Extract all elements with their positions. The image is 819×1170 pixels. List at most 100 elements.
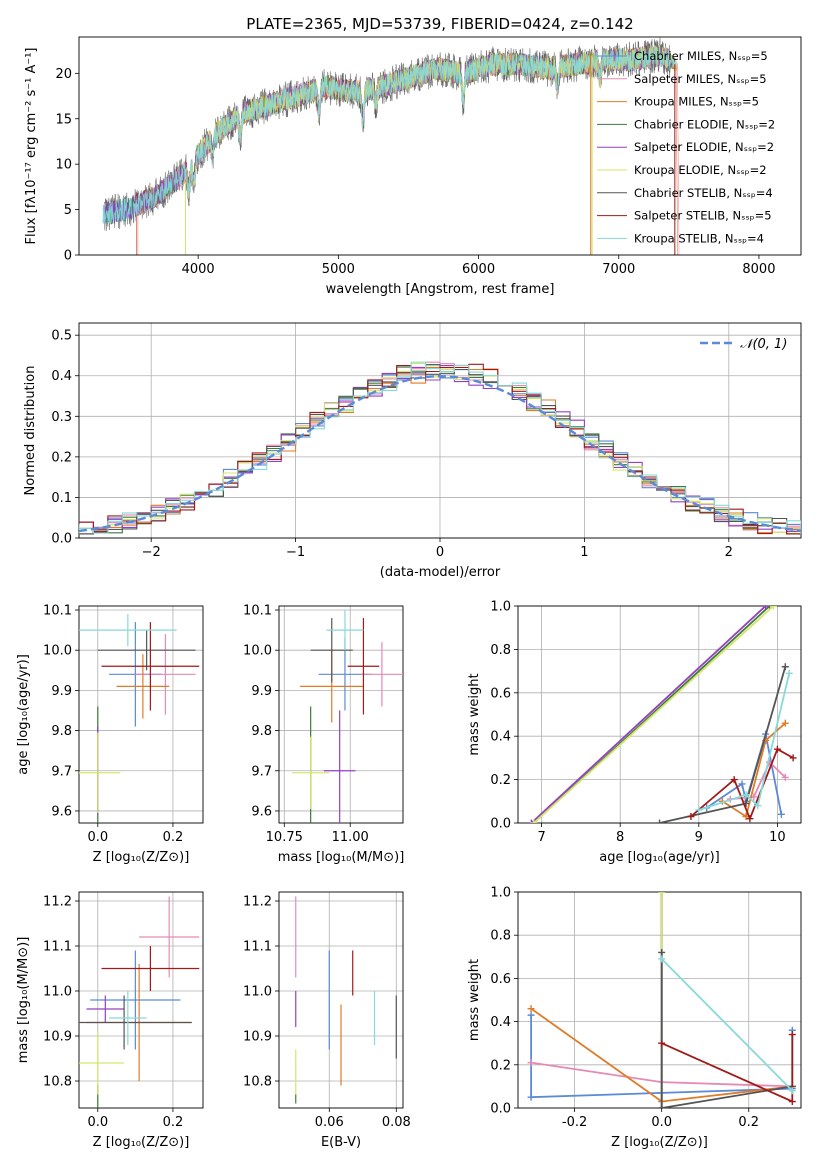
x-tick-label: 0.0 [87,1115,108,1130]
y-tick-label: 11.1 [243,940,272,955]
spectrum-series-line [102,44,677,226]
x-tick-label: 0.2 [738,1115,759,1130]
weight-point-marker [658,948,666,956]
y-tick-label: 15 [55,112,72,127]
weight-point-marker [788,1087,796,1095]
y-axis-label: mass [log₁₀(M/M⊙)] [16,937,31,1064]
mass-vs-metallicity-panel: 0.0 0.2 10.8 10.9 11.0 11.1 11.2 Z [log₁₀(Z/Z⊙)… [16,891,204,1150]
weight-lines [527,892,796,1108]
x-tick-label: 9 [695,830,703,845]
y-tick-label: 9.9 [51,684,72,699]
x-axis-label: E(B-V) [321,1135,361,1150]
weight-point-marker [742,791,750,799]
legend-label: Salpeter ELODIE, Nₛₛₚ=2 [634,140,774,154]
y-tick-label: 0.4 [490,730,511,745]
x-axis-label: age [log₁₀(age/yr)] [599,850,720,865]
normal-curve-line [79,374,801,533]
y-tick-label: 10.9 [43,1030,72,1045]
y-tick-label: 0.1 [51,491,72,506]
weight-point-marker [769,606,777,610]
legend-label: Kroupa STELIB, Nₛₛₚ=4 [634,231,764,245]
spectrum-lines [102,37,680,255]
weight-point-marker [789,754,797,762]
weight-point-marker [781,663,789,671]
weight-point-marker [530,819,538,823]
weight-point-marker [658,955,666,963]
weight-lines [527,606,797,823]
weight-point-marker [781,719,789,727]
legend-label: 𝒩(0, 1) [740,337,787,352]
x-tick-label: 10 [769,830,786,845]
errorbar-marks [79,896,200,1108]
weight-point-marker [754,802,762,810]
histogram-lines [79,361,801,535]
weight-vs-metallicity-panel: -0.2 0.0 0.2 0.0 0.2 0.4 0.6 0.8 1.0 Z [log₁₀(Z/Z… [467,886,802,1150]
plot-frame [78,891,204,1109]
weight-point-marker [527,1005,535,1013]
y-tick-label: 10.0 [43,644,72,659]
x-tick-label: 0.08 [382,1115,411,1130]
weight-point-marker [527,819,535,823]
weight-point-marker [766,606,774,610]
y-tick-label: 10.8 [243,1075,272,1090]
y-tick-label: 9.7 [51,764,72,779]
errorbar-marks [295,896,397,1104]
y-tick-label: 11.2 [243,895,272,910]
x-tick-label: 0.2 [163,1115,184,1130]
y-tick-label: 9.6 [251,804,272,819]
x-axis-label: wavelength [Angstrom, rest frame] [326,282,555,297]
weight-point-marker [762,606,770,610]
plot-frame [278,605,404,824]
weight-series-line [530,606,767,823]
weight-point-marker [746,815,754,823]
x-tick-label: 0.2 [163,830,184,845]
weight-series-line [660,952,793,1108]
x-tick-label: 5000 [322,262,355,277]
weight-point-marker [781,773,789,781]
weight-point-marker [527,1093,535,1101]
errorbar-marks [292,610,403,823]
legend-label: Kroupa MILES, Nₛₛₚ=5 [634,95,759,109]
x-axis-label: Z [log₁₀(Z/Z⊙)] [93,1135,190,1150]
weight-point-marker [527,1059,535,1067]
y-axis-label: mass weight [467,959,482,1041]
x-tick-label: 6000 [462,262,495,277]
x-tick-label: 1 [580,545,588,560]
y-tick-label: 0.6 [490,972,511,987]
weight-point-marker [788,1031,796,1039]
y-tick-label: 11.1 [43,940,72,955]
weight-point-marker [656,819,663,823]
x-tick-label: 10.75 [266,830,303,845]
weight-vs-age-panel: 7 8 9 10 0.0 0.2 0.4 0.6 0.8 1.0 age [log₁₀(age/yr… [467,600,802,865]
plot-frame [278,891,404,1109]
x-tick-label: -0.2 [562,1115,587,1130]
y-tick-label: 11.0 [43,985,72,1000]
y-tick-label: 0.4 [490,1015,511,1030]
legend-label: Chabrier ELODIE, Nₛₛₚ=2 [634,117,775,131]
y-tick-label: 10.0 [243,644,272,659]
x-tick-label: 4000 [182,262,215,277]
legend-label: Salpeter STELIB, Nₛₛₚ=5 [634,209,772,223]
x-tick-label: 0.0 [651,1115,672,1130]
y-tick-label: 20 [55,67,72,82]
y-tick-label: 0.0 [51,532,72,547]
mass-vs-extinction-panel: 0.06 0.08 10.8 10.9 11.0 11.1 11.2 E(B-V) [243,891,411,1150]
age-vs-mass-panel: 10.75 11.00 9.6 9.7 9.8 9.9 10.0 10.1 mass [log₁… [243,604,404,865]
y-tick-label: 9.6 [51,804,72,819]
x-tick-label: 7 [537,830,545,845]
y-tick-label: 11.0 [243,985,272,1000]
weight-point-marker [687,812,695,820]
y-axis-label: age [log₁₀(age/yr)] [16,654,31,775]
y-tick-label: 0.2 [490,773,511,788]
x-tick-label: 0.06 [315,1115,344,1130]
y-tick-label: 11.2 [43,895,72,910]
x-tick-label: 0.0 [87,830,108,845]
y-tick-label: 0.3 [51,410,72,425]
weight-series-line [698,673,791,811]
y-tick-label: 1.0 [490,600,511,615]
y-tick-label: 9.8 [51,724,72,739]
weight-series-line [661,958,793,1092]
y-tick-label: 9.7 [251,764,272,779]
plot-frame [78,605,204,824]
